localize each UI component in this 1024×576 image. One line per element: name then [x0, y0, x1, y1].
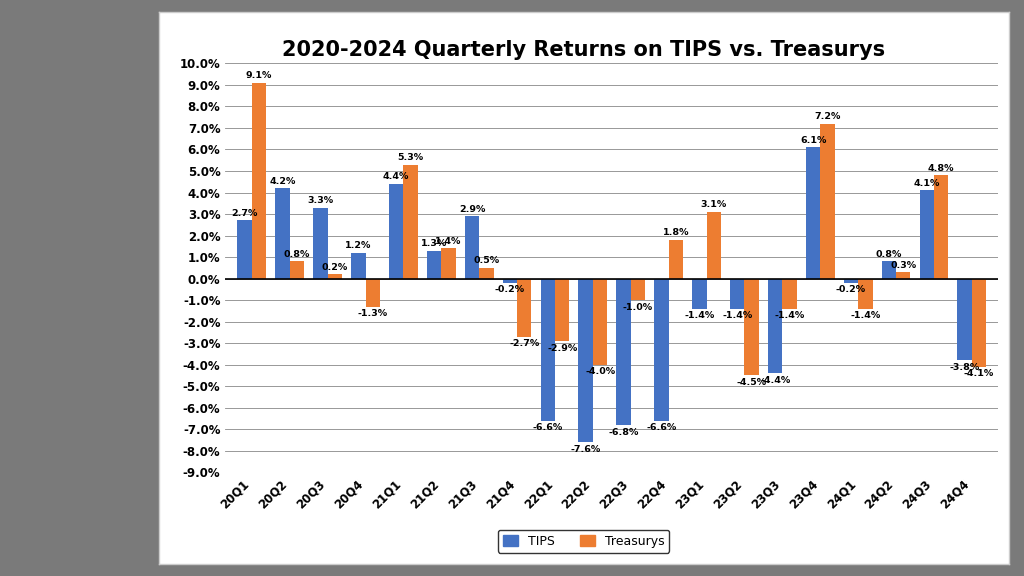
Text: -1.4%: -1.4%: [722, 311, 753, 320]
Bar: [972, 279, 986, 367]
Bar: [313, 207, 328, 279]
Bar: [882, 262, 896, 279]
Bar: [238, 221, 252, 279]
Text: -4.5%: -4.5%: [736, 378, 767, 387]
Text: -2.7%: -2.7%: [509, 339, 540, 348]
Text: 4.2%: 4.2%: [269, 177, 296, 185]
Bar: [782, 279, 797, 309]
Text: -0.2%: -0.2%: [495, 286, 525, 294]
Text: 3.3%: 3.3%: [307, 196, 334, 205]
Bar: [403, 165, 418, 279]
Bar: [707, 212, 721, 279]
Bar: [934, 175, 948, 279]
Text: 1.3%: 1.3%: [421, 239, 447, 248]
Text: -2.9%: -2.9%: [547, 344, 578, 353]
Bar: [328, 274, 342, 279]
Bar: [654, 279, 669, 420]
Text: 4.1%: 4.1%: [913, 179, 940, 188]
Text: -7.6%: -7.6%: [570, 445, 601, 454]
Text: -0.2%: -0.2%: [836, 286, 866, 294]
Text: 0.8%: 0.8%: [876, 250, 902, 259]
Bar: [579, 279, 593, 442]
Text: 9.1%: 9.1%: [246, 71, 272, 80]
Bar: [290, 262, 304, 279]
Text: 1.8%: 1.8%: [663, 228, 689, 237]
Bar: [730, 279, 744, 309]
Text: 3.1%: 3.1%: [700, 200, 727, 209]
Bar: [465, 216, 479, 279]
Text: 6.1%: 6.1%: [800, 136, 826, 145]
Text: -1.4%: -1.4%: [850, 311, 881, 320]
Bar: [366, 279, 380, 306]
Text: 2.9%: 2.9%: [459, 204, 485, 214]
Bar: [517, 279, 531, 337]
Bar: [593, 279, 607, 365]
Bar: [479, 268, 494, 279]
Bar: [389, 184, 403, 279]
Text: 2020-2024 Quarterly Returns on TIPS vs. Treasurys: 2020-2024 Quarterly Returns on TIPS vs. …: [283, 40, 885, 60]
Bar: [555, 279, 569, 341]
Text: 7.2%: 7.2%: [814, 112, 841, 121]
Text: -6.8%: -6.8%: [608, 427, 639, 437]
Bar: [503, 279, 517, 283]
Text: -4.4%: -4.4%: [760, 376, 791, 385]
Bar: [957, 279, 972, 361]
Bar: [820, 124, 835, 279]
Bar: [692, 279, 707, 309]
Bar: [616, 279, 631, 425]
Bar: [920, 190, 934, 279]
Text: -1.4%: -1.4%: [774, 311, 805, 320]
Text: -1.3%: -1.3%: [357, 309, 388, 318]
Text: -6.6%: -6.6%: [646, 423, 677, 432]
Text: 4.4%: 4.4%: [383, 172, 410, 181]
Text: 0.3%: 0.3%: [890, 260, 916, 270]
Text: 2.7%: 2.7%: [231, 209, 258, 218]
Text: -6.6%: -6.6%: [532, 423, 563, 432]
Bar: [768, 279, 782, 373]
Text: 5.3%: 5.3%: [397, 153, 424, 162]
Bar: [669, 240, 683, 279]
Text: -1.0%: -1.0%: [623, 303, 653, 312]
Text: -4.1%: -4.1%: [964, 369, 994, 378]
Text: 1.4%: 1.4%: [435, 237, 462, 246]
Text: 0.8%: 0.8%: [284, 250, 310, 259]
Text: 0.2%: 0.2%: [322, 263, 348, 272]
Bar: [844, 279, 858, 283]
Legend: TIPS, Treasurys: TIPS, Treasurys: [498, 530, 670, 553]
Bar: [275, 188, 290, 279]
Bar: [427, 251, 441, 279]
Bar: [744, 279, 759, 376]
Bar: [252, 83, 266, 279]
Bar: [541, 279, 555, 420]
Bar: [858, 279, 872, 309]
Bar: [441, 248, 456, 279]
Text: 4.8%: 4.8%: [928, 164, 954, 173]
Text: 1.2%: 1.2%: [345, 241, 372, 250]
Text: -3.8%: -3.8%: [949, 363, 980, 372]
Bar: [806, 147, 820, 279]
Bar: [351, 253, 366, 279]
Text: -1.4%: -1.4%: [684, 311, 715, 320]
Text: -4.0%: -4.0%: [585, 367, 615, 376]
Bar: [896, 272, 910, 279]
Bar: [631, 279, 645, 300]
Text: 0.5%: 0.5%: [473, 256, 500, 266]
